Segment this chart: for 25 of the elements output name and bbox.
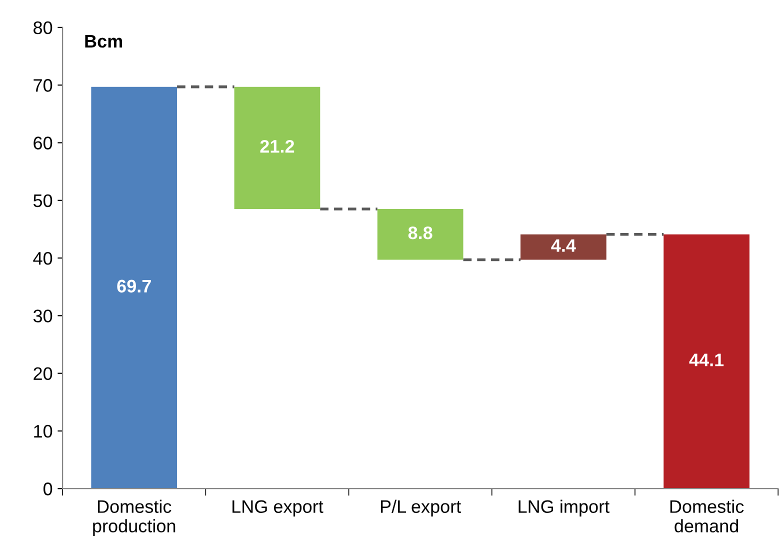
bar: [91, 86, 178, 489]
y-tick-label: 20: [34, 367, 52, 380]
y-axis-title: Bcm: [85, 35, 122, 48]
bar: [234, 86, 320, 210]
y-tick-label: 60: [34, 136, 52, 150]
bar: [664, 234, 750, 489]
y-tick-label: 40: [33, 252, 52, 265]
x-tick-label: Domestic production: [93, 500, 176, 536]
y-tick-label: 0: [44, 482, 52, 496]
y-tick-label: 70: [34, 79, 52, 92]
x-tick-label: LNG export: [232, 500, 324, 517]
x-tick-label: P/L export: [381, 500, 462, 517]
y-tick-label: 50: [33, 194, 52, 208]
data-label: 44.1: [689, 354, 724, 366]
bar: [377, 209, 464, 260]
data-label: 69.7: [117, 280, 151, 293]
y-tick-label: 10: [34, 424, 52, 438]
bar: [520, 234, 606, 260]
y-tick-label: 80: [34, 21, 52, 34]
x-tick-label: Domestic demand: [670, 500, 744, 532]
data-label: 4.4: [551, 239, 576, 252]
data-label: 21.2: [260, 140, 294, 153]
y-tick-label: 30: [33, 310, 52, 322]
data-label: 8.8: [408, 226, 432, 240]
x-tick-label: LNG import: [518, 500, 610, 517]
